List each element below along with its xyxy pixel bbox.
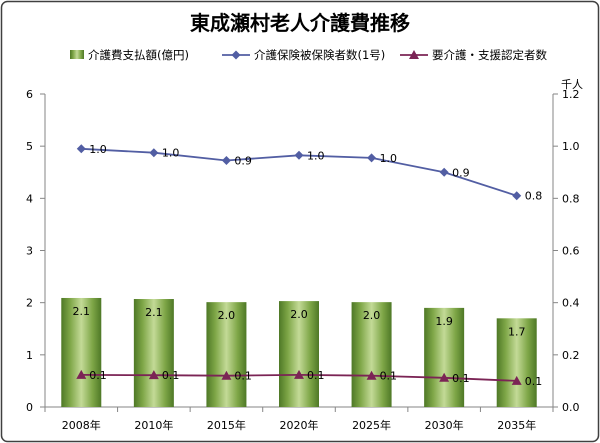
y-right-tick-label: 1.0 [562,140,580,153]
line-data-label-certified-persons: 0.1 [452,372,470,385]
point-insured-persons [76,144,86,154]
line-data-label-insured-persons: 1.0 [380,152,398,165]
point-insured-persons [221,156,231,166]
bar-payment [351,302,392,407]
legend-bar-swatch [70,50,84,59]
line-series [76,144,522,385]
x-tick-label: 2015年 [207,418,246,432]
bar-payment [279,301,319,407]
line-data-label-certified-persons: 0.1 [307,369,325,382]
line-data-label-certified-persons: 0.1 [89,369,107,382]
data-labels: 2.1 2.1 2.0 2.0 2.0 1.9 1.7 1.0 1.0 0.9 1.0 1.0 0.9 0… [73,143,543,388]
y-right-unit-label: 千人 [561,78,583,91]
point-insured-persons [439,167,449,177]
bar-series-payment [61,297,537,407]
point-certified-persons [221,370,232,380]
y-right-tick-label: 0.2 [562,349,580,362]
bar-data-label: 1.9 [435,315,453,328]
axes: 0 1 2 3 4 5 6 0.0 0.2 0.4 0.6 0.8 1.0 1.2 2008年 2010年 20… [26,88,580,432]
point-certified-persons [439,372,450,382]
legend-item-certified-persons: 要介護・支援認定者数 [400,48,547,62]
x-tick-label: 2020年 [280,418,319,432]
bar-data-label: 2.1 [145,306,163,319]
bar-data-label: 2.1 [73,305,91,318]
x-tick-label: 2030年 [425,418,464,432]
bar-data-label: 2.0 [363,309,381,322]
y-right-tick-label: 1.2 [562,88,580,101]
legend-item-insured-persons: 介護保険被保険者数(1号) [222,48,385,62]
bar-payment [496,318,537,407]
x-tick-label: 2008年 [62,418,101,432]
bar-payment [424,307,465,407]
y-left-tick-label: 0 [26,401,33,414]
y-left-tick-label: 5 [26,140,33,153]
legend: 介護費支払額(億円) 介護保険被保険者数(1号) 要介護・支援認定者数 [70,48,547,62]
line-data-label-certified-persons: 0.1 [234,370,252,383]
line-data-label-insured-persons: 0.9 [452,166,470,179]
legend-label-certified-persons: 要介護・支援認定者数 [432,48,547,62]
x-tick-label: 2010年 [134,418,173,432]
bar-data-label: 1.7 [508,325,526,338]
triangle-marker-icon [409,50,419,59]
point-insured-persons [512,191,522,201]
y-left-tick-label: 1 [26,349,33,362]
line-data-label-insured-persons: 0.9 [234,155,252,168]
y-left-tick-label: 2 [26,297,33,310]
y-left-tick-label: 3 [26,245,33,258]
y-left-tick-label: 6 [26,88,33,101]
diamond-marker-icon [231,50,241,60]
line-data-label-insured-persons: 1.0 [89,143,107,156]
point-certified-persons [366,370,377,380]
x-tick-label: 2035年 [497,418,536,432]
point-insured-persons [149,148,159,158]
point-certified-persons [294,369,304,379]
legend-label-payment: 介護費支払額(億円) [88,48,189,62]
point-certified-persons [76,369,87,379]
y-right-tick-label: 0.6 [562,245,580,258]
line-data-label-insured-persons: 1.0 [162,147,180,160]
chart-title: 東成瀬村老人介護費推移 [190,11,410,35]
bar-payment [61,297,102,407]
y-right-tick-label: 0.8 [562,192,580,205]
line-data-label-certified-persons: 0.1 [162,369,180,382]
bar-payment [206,302,247,407]
legend-label-insured-persons: 介護保険被保険者数(1号) [254,48,385,62]
y-left-tick-label: 4 [26,192,33,205]
line-data-label-certified-persons: 0.1 [525,375,543,388]
y-right-tick-label: 0.0 [562,401,580,414]
line-data-label-insured-persons: 1.0 [307,149,325,162]
point-certified-persons [148,370,159,380]
line-data-label-insured-persons: 0.8 [525,190,543,203]
y-right-tick-label: 0.4 [562,297,580,310]
point-certified-persons [511,375,522,385]
x-tick-label: 2025年 [352,418,391,432]
point-insured-persons [367,153,377,163]
bar-payment [133,299,174,407]
bar-data-label: 2.0 [218,309,236,322]
line-data-label-certified-persons: 0.1 [380,370,398,383]
point-insured-persons [294,150,304,160]
legend-item-payment: 介護費支払額(億円) [70,48,189,62]
bar-data-label: 2.0 [290,308,308,321]
